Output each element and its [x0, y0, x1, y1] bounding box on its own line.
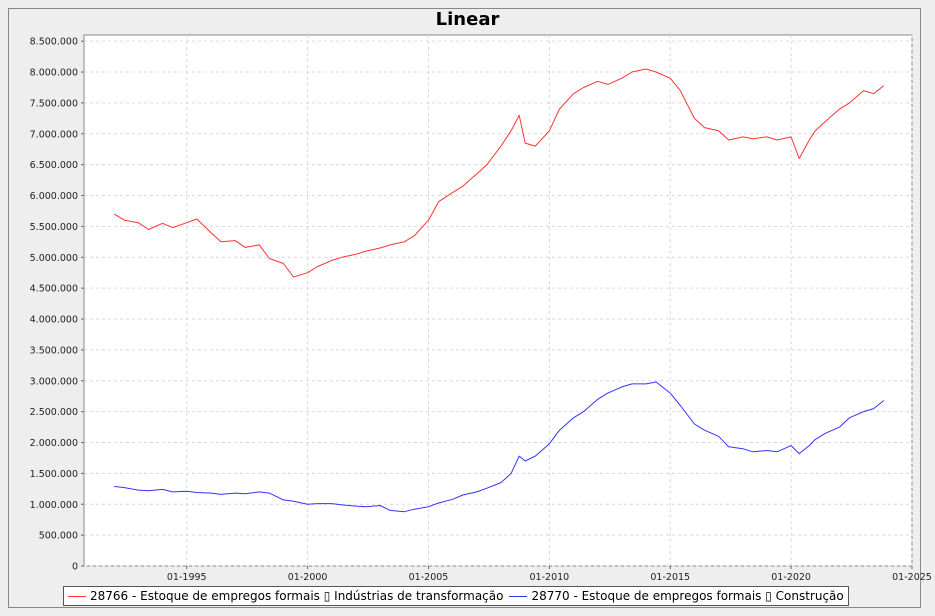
legend-label-construction: 28770 - Estoque de empregos formais ▯ Co… — [531, 589, 844, 603]
y-tick-label: 3.000.000 — [30, 376, 78, 387]
legend-swatch-construction — [509, 595, 528, 597]
x-tick-label: 01-2020 — [771, 572, 811, 583]
series-lines — [113, 68, 885, 513]
y-tick-label: 500.000 — [39, 531, 78, 542]
gridlines — [84, 35, 913, 567]
chart-title: Linear — [435, 9, 500, 30]
series-line-construction — [114, 381, 885, 513]
x-tick-label: 01-2015 — [650, 572, 690, 583]
y-tick-label: 1.000.000 — [30, 500, 78, 511]
y-tick-label: 1.500.000 — [30, 469, 78, 480]
y-tick-label: 4.500.000 — [30, 284, 78, 295]
y-tick-label: 0 — [72, 562, 78, 573]
y-tick-label: 4.000.000 — [30, 315, 78, 326]
y-tick-label: 7.000.000 — [30, 129, 78, 140]
legend-item-manufacturing: 28766 - Estoque de empregos formais ▯ In… — [68, 589, 503, 603]
legend-item-construction: 28770 - Estoque de empregos formais ▯ Co… — [509, 589, 844, 603]
x-tick-label: 01-2000 — [288, 572, 328, 583]
x-tick-label: 01-2005 — [409, 572, 449, 583]
y-tick-label: 6.000.000 — [30, 191, 78, 202]
series-line-manufacturing — [113, 68, 885, 278]
y-tick-label: 5.500.000 — [30, 222, 78, 233]
legend: 28766 - Estoque de empregos formais ▯ In… — [63, 586, 849, 606]
plot-background — [83, 34, 913, 567]
y-tick-label: 5.000.000 — [30, 253, 78, 264]
x-tick-label: 01-1995 — [167, 572, 207, 583]
y-tick-label: 2.500.000 — [30, 407, 78, 418]
y-tick-label: 7.500.000 — [30, 98, 78, 109]
y-tick-label: 8.500.000 — [30, 37, 78, 48]
axes: 0 500.000 1.000.000 1.500.000 2.000.000 2.500… — [30, 37, 932, 583]
x-tick-label: 01-2025 — [892, 572, 932, 583]
legend-swatch-manufacturing — [68, 595, 86, 597]
legend-label-manufacturing: 28766 - Estoque de empregos formais ▯ In… — [90, 589, 504, 603]
x-tick-label: 01-2010 — [530, 572, 570, 583]
y-tick-label: 6.500.000 — [30, 160, 78, 171]
y-tick-label: 3.500.000 — [30, 345, 78, 356]
y-tick-label: 2.000.000 — [30, 438, 78, 449]
y-tick-label: 8.000.000 — [30, 68, 78, 79]
